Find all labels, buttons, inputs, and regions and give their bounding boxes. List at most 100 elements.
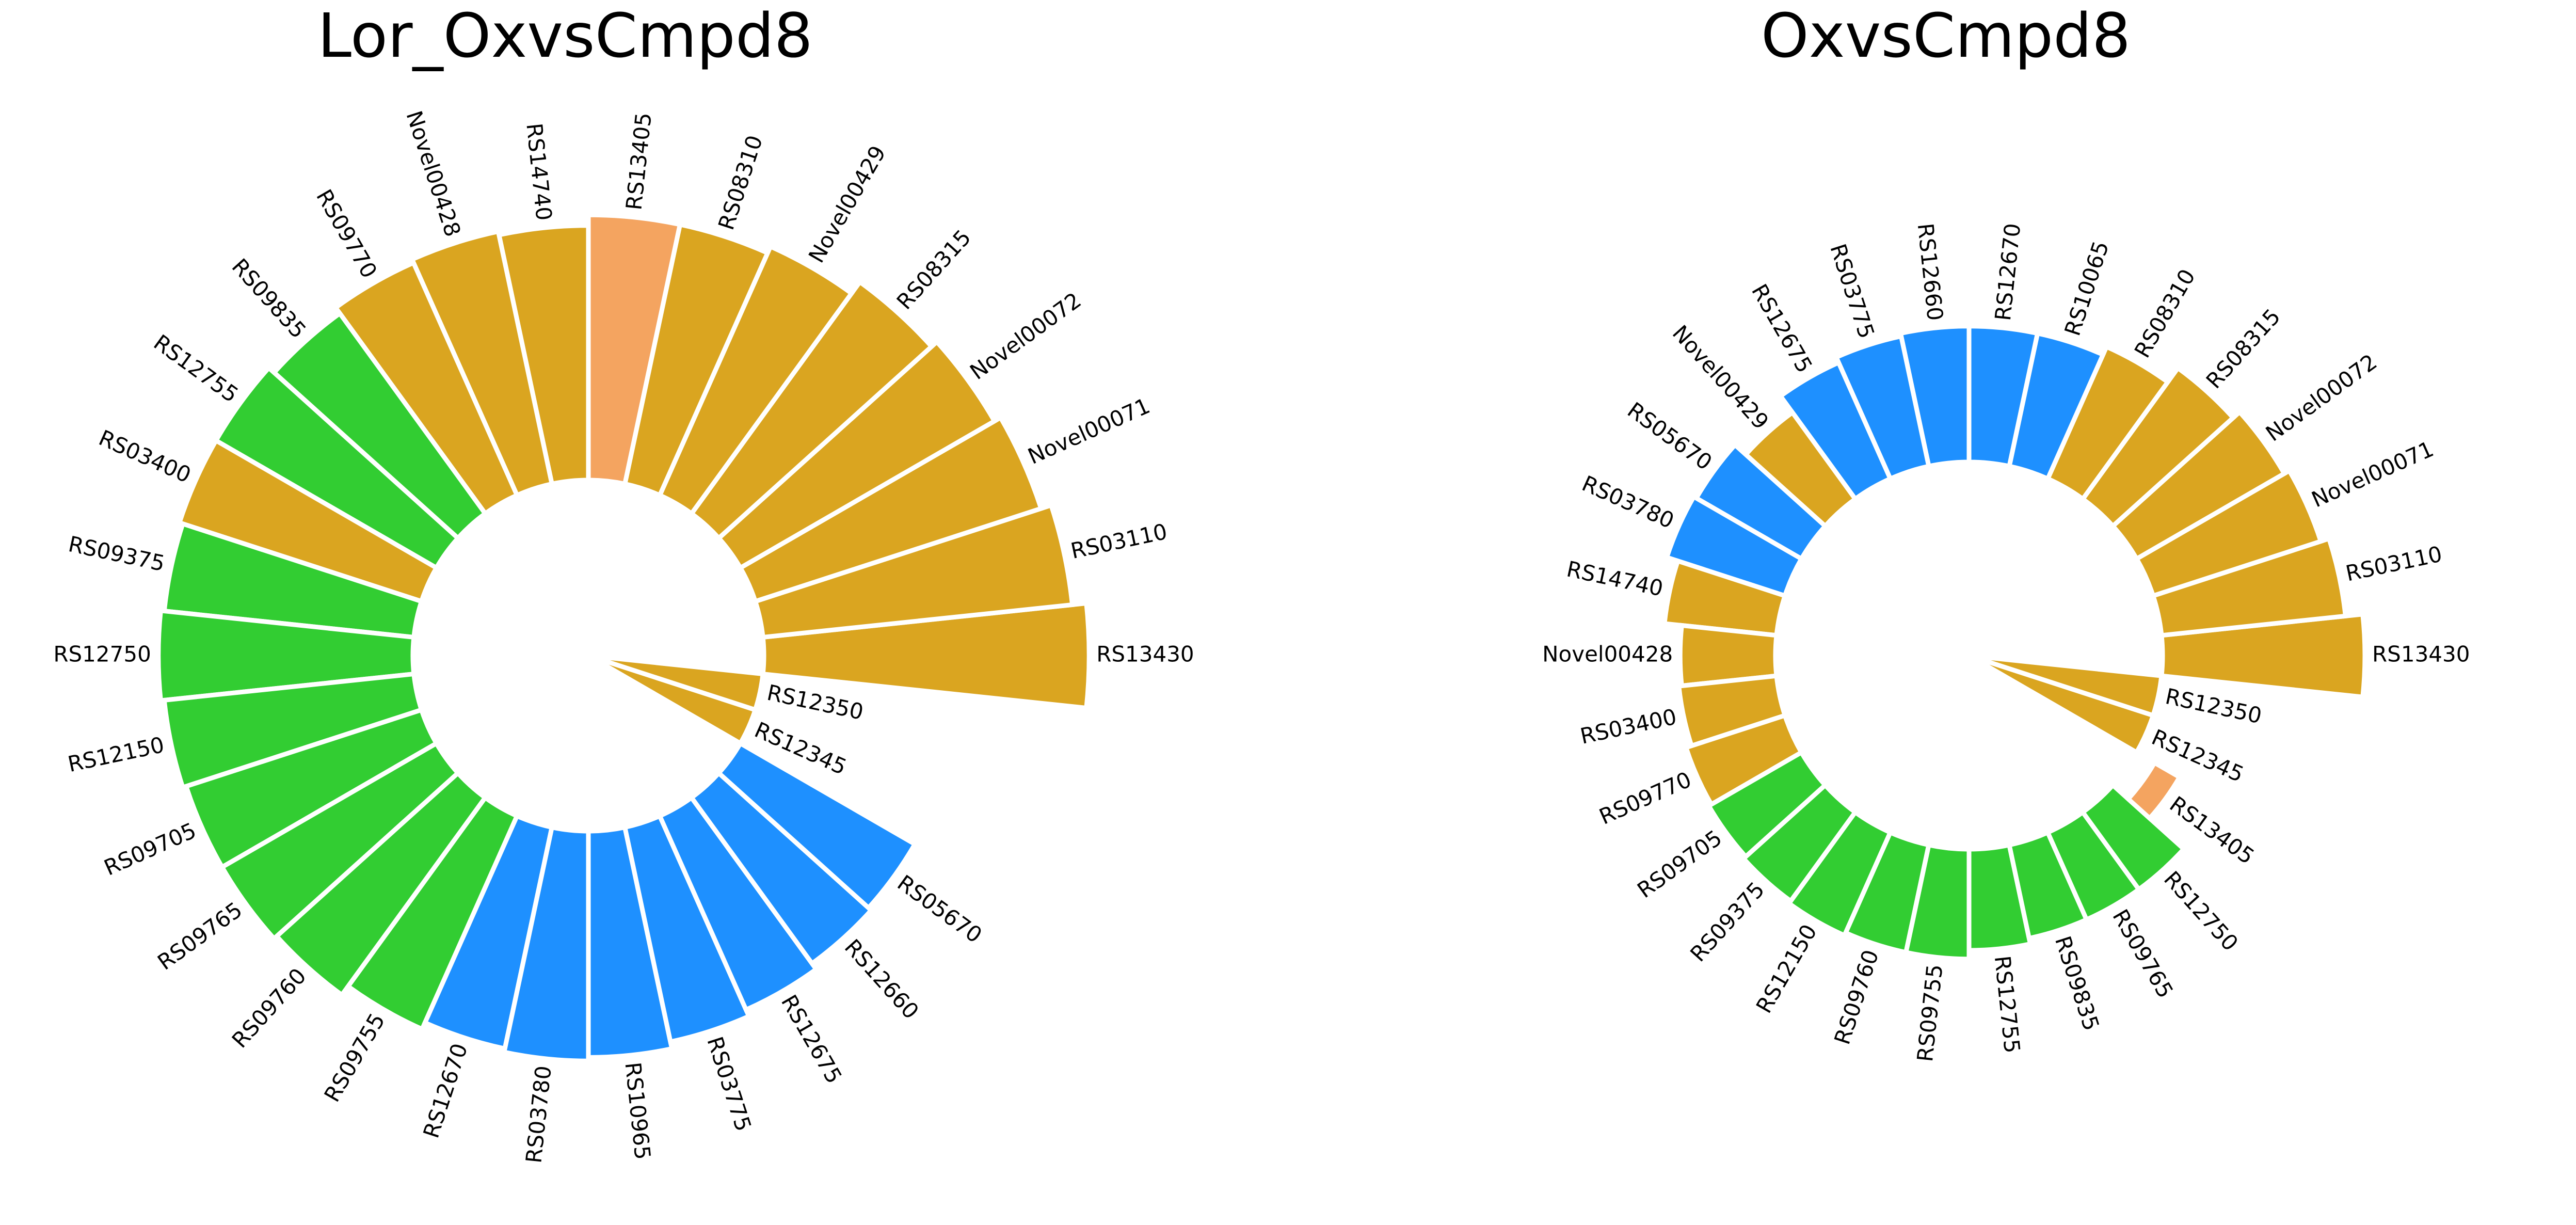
bar-rs13405 [2125, 759, 2183, 822]
bar-label-rs05670: RS05670 [1623, 397, 1717, 475]
bar-label-novel00428: Novel00428 [1542, 642, 1673, 667]
bar-rs03780 [501, 824, 591, 1063]
bar-label-rs13430: RS13430 [2372, 642, 2470, 667]
bar-label-rs12660: RS12660 [1913, 222, 1948, 322]
bar-label-rs09375: RS09375 [66, 531, 167, 576]
bar-label-rs05670: RS05670 [893, 870, 987, 948]
bar-label-rs03110: RS03110 [1068, 519, 1170, 564]
bar-novel00072 [2109, 408, 2288, 562]
bar-rs03775 [1833, 333, 1932, 482]
bar-label-rs14740: RS14740 [1564, 556, 1666, 601]
bar-label-rs10065: RS10065 [2059, 238, 2114, 339]
bar-label-rs12675: RS12675 [1747, 280, 1817, 377]
bar-label-rs08315: RS08315 [2201, 304, 2285, 394]
bar-rs12750 [2079, 782, 2187, 893]
bar-novel00071 [737, 414, 1044, 604]
bar-label-rs12755: RS12755 [1990, 954, 2025, 1055]
bar-rs05670 [715, 740, 918, 912]
bar-novel00072 [715, 338, 998, 571]
bar-label-rs09835: RS09835 [227, 253, 311, 343]
bar-novel00428 [1677, 623, 1779, 689]
bar-label-novel00429: Novel00429 [804, 141, 891, 267]
bar-label-rs13430: RS13430 [1096, 642, 1194, 667]
bar-rs08310 [622, 221, 771, 499]
bar-rs12660 [688, 770, 875, 967]
bar-label-rs09770: RS09770 [1595, 767, 1695, 830]
bar-label-rs09705: RS09705 [1633, 825, 1726, 903]
bar-label-rs03775: RS03775 [1825, 241, 1879, 341]
bar-label-novel00429: Novel00429 [1668, 320, 1774, 434]
bar-novel00071 [2133, 467, 2324, 599]
bar-rs08310 [2044, 343, 2171, 502]
bar-label-rs14740: RS14740 [521, 122, 557, 222]
bar-label-rs09765: RS09765 [2107, 905, 2178, 1003]
bar-rs09705 [183, 707, 440, 870]
bar-rs12150 [1785, 809, 1894, 939]
bar-rs12675 [1777, 359, 1894, 502]
bar-rs09770 [1683, 712, 1805, 808]
bar-rs09765 [219, 740, 461, 942]
bar-label-rs12660: RS12660 [840, 934, 924, 1024]
bar-rs14740 [496, 223, 591, 487]
bar-label-rs09760: RS09760 [227, 963, 311, 1053]
bar-label-rs09760: RS09760 [1829, 947, 1883, 1047]
bar-label-rs03400: RS03400 [95, 425, 195, 488]
bar-rs09765 [2044, 809, 2142, 923]
bar-label-rs13405: RS13405 [2165, 791, 2259, 869]
bar-label-rs09770: RS09770 [311, 185, 382, 282]
bar-label-rs12750: RS12750 [53, 642, 151, 667]
bar-label-rs09375: RS09375 [1685, 877, 1769, 967]
bar-label-rs12755: RS12755 [149, 329, 243, 407]
bar-label-rs09835: RS09835 [2050, 933, 2104, 1033]
bar-rs03400 [1676, 673, 1788, 749]
bar-rs03400 [176, 437, 440, 604]
chart-title: Lor_OxvsCmpd8 [317, 0, 813, 71]
bar-label-rs08310: RS08310 [2130, 265, 2200, 362]
panel-lor-oxvscmpd8: Lor_OxvsCmpd8 RS13430 RS03110 Novel00071 Nov… [53, 0, 1194, 1165]
bar-rs09760 [273, 770, 489, 998]
bar-label-rs12750: RS12750 [2159, 866, 2243, 956]
bar-rs13430 [2159, 611, 2367, 700]
bar-label-rs13405: RS13405 [621, 112, 657, 212]
bar-rs09755 [1903, 842, 1972, 962]
bar-rs08315 [688, 278, 935, 542]
panel-oxvscmpd8: OxvsCmpd8RS13430RS03110Novel00071Novel00… [1542, 0, 2470, 1063]
bar-label-rs12150: RS12150 [1751, 920, 1822, 1017]
bar-rs12750 [156, 608, 417, 704]
bar-rs08315 [2079, 364, 2237, 530]
bar-rs09755 [345, 794, 520, 1032]
bar-rs14740 [1661, 558, 1788, 638]
bar-label-rs09755: RS09755 [1912, 963, 1948, 1063]
bar-rs12675 [657, 794, 820, 1013]
bar-rs10065 [2006, 330, 2106, 482]
bar-label-rs12350: RS12350 [765, 680, 866, 725]
bar-label-rs12150: RS12150 [66, 732, 167, 777]
bar-rs09770 [332, 259, 520, 517]
bar-rs09835 [270, 310, 489, 542]
bar-label-rs08310: RS08310 [713, 132, 767, 233]
bar-label-rs12675: RS12675 [776, 991, 847, 1088]
bar-rs12755 [213, 364, 461, 571]
bar-novel00429 [657, 243, 855, 517]
bar-rs05670 [1693, 441, 1829, 562]
bar-rs12660 [1897, 324, 1972, 469]
bar-rs12350 [1968, 653, 2164, 719]
bar-label-novel00071: Novel00071 [1024, 393, 1154, 469]
bar-rs03110 [752, 502, 1075, 640]
bar-novel00429 [1742, 409, 1859, 530]
bar-label-rs03780: RS03780 [1578, 471, 1678, 534]
bar-rs09705 [1705, 749, 1829, 860]
bar-label-rs03780: RS03780 [521, 1064, 556, 1165]
bar-label-rs08315: RS08315 [892, 225, 976, 314]
bar-label-novel00072: Novel00072 [2261, 349, 2382, 446]
bar-label-rs09705: RS09705 [100, 818, 200, 881]
bar-rs10965 [586, 824, 675, 1060]
chart-title: OxvsCmpd8 [1761, 0, 2131, 71]
bar-rs09760 [1842, 829, 1932, 956]
bar-label-rs12670: RS12670 [1990, 222, 2026, 322]
bar-label-rs12350: RS12350 [2163, 683, 2264, 728]
bar-label-novel00428: Novel00428 [401, 108, 466, 240]
bar-rs13405 [586, 212, 683, 487]
bar-label-rs09765: RS09765 [153, 897, 247, 975]
